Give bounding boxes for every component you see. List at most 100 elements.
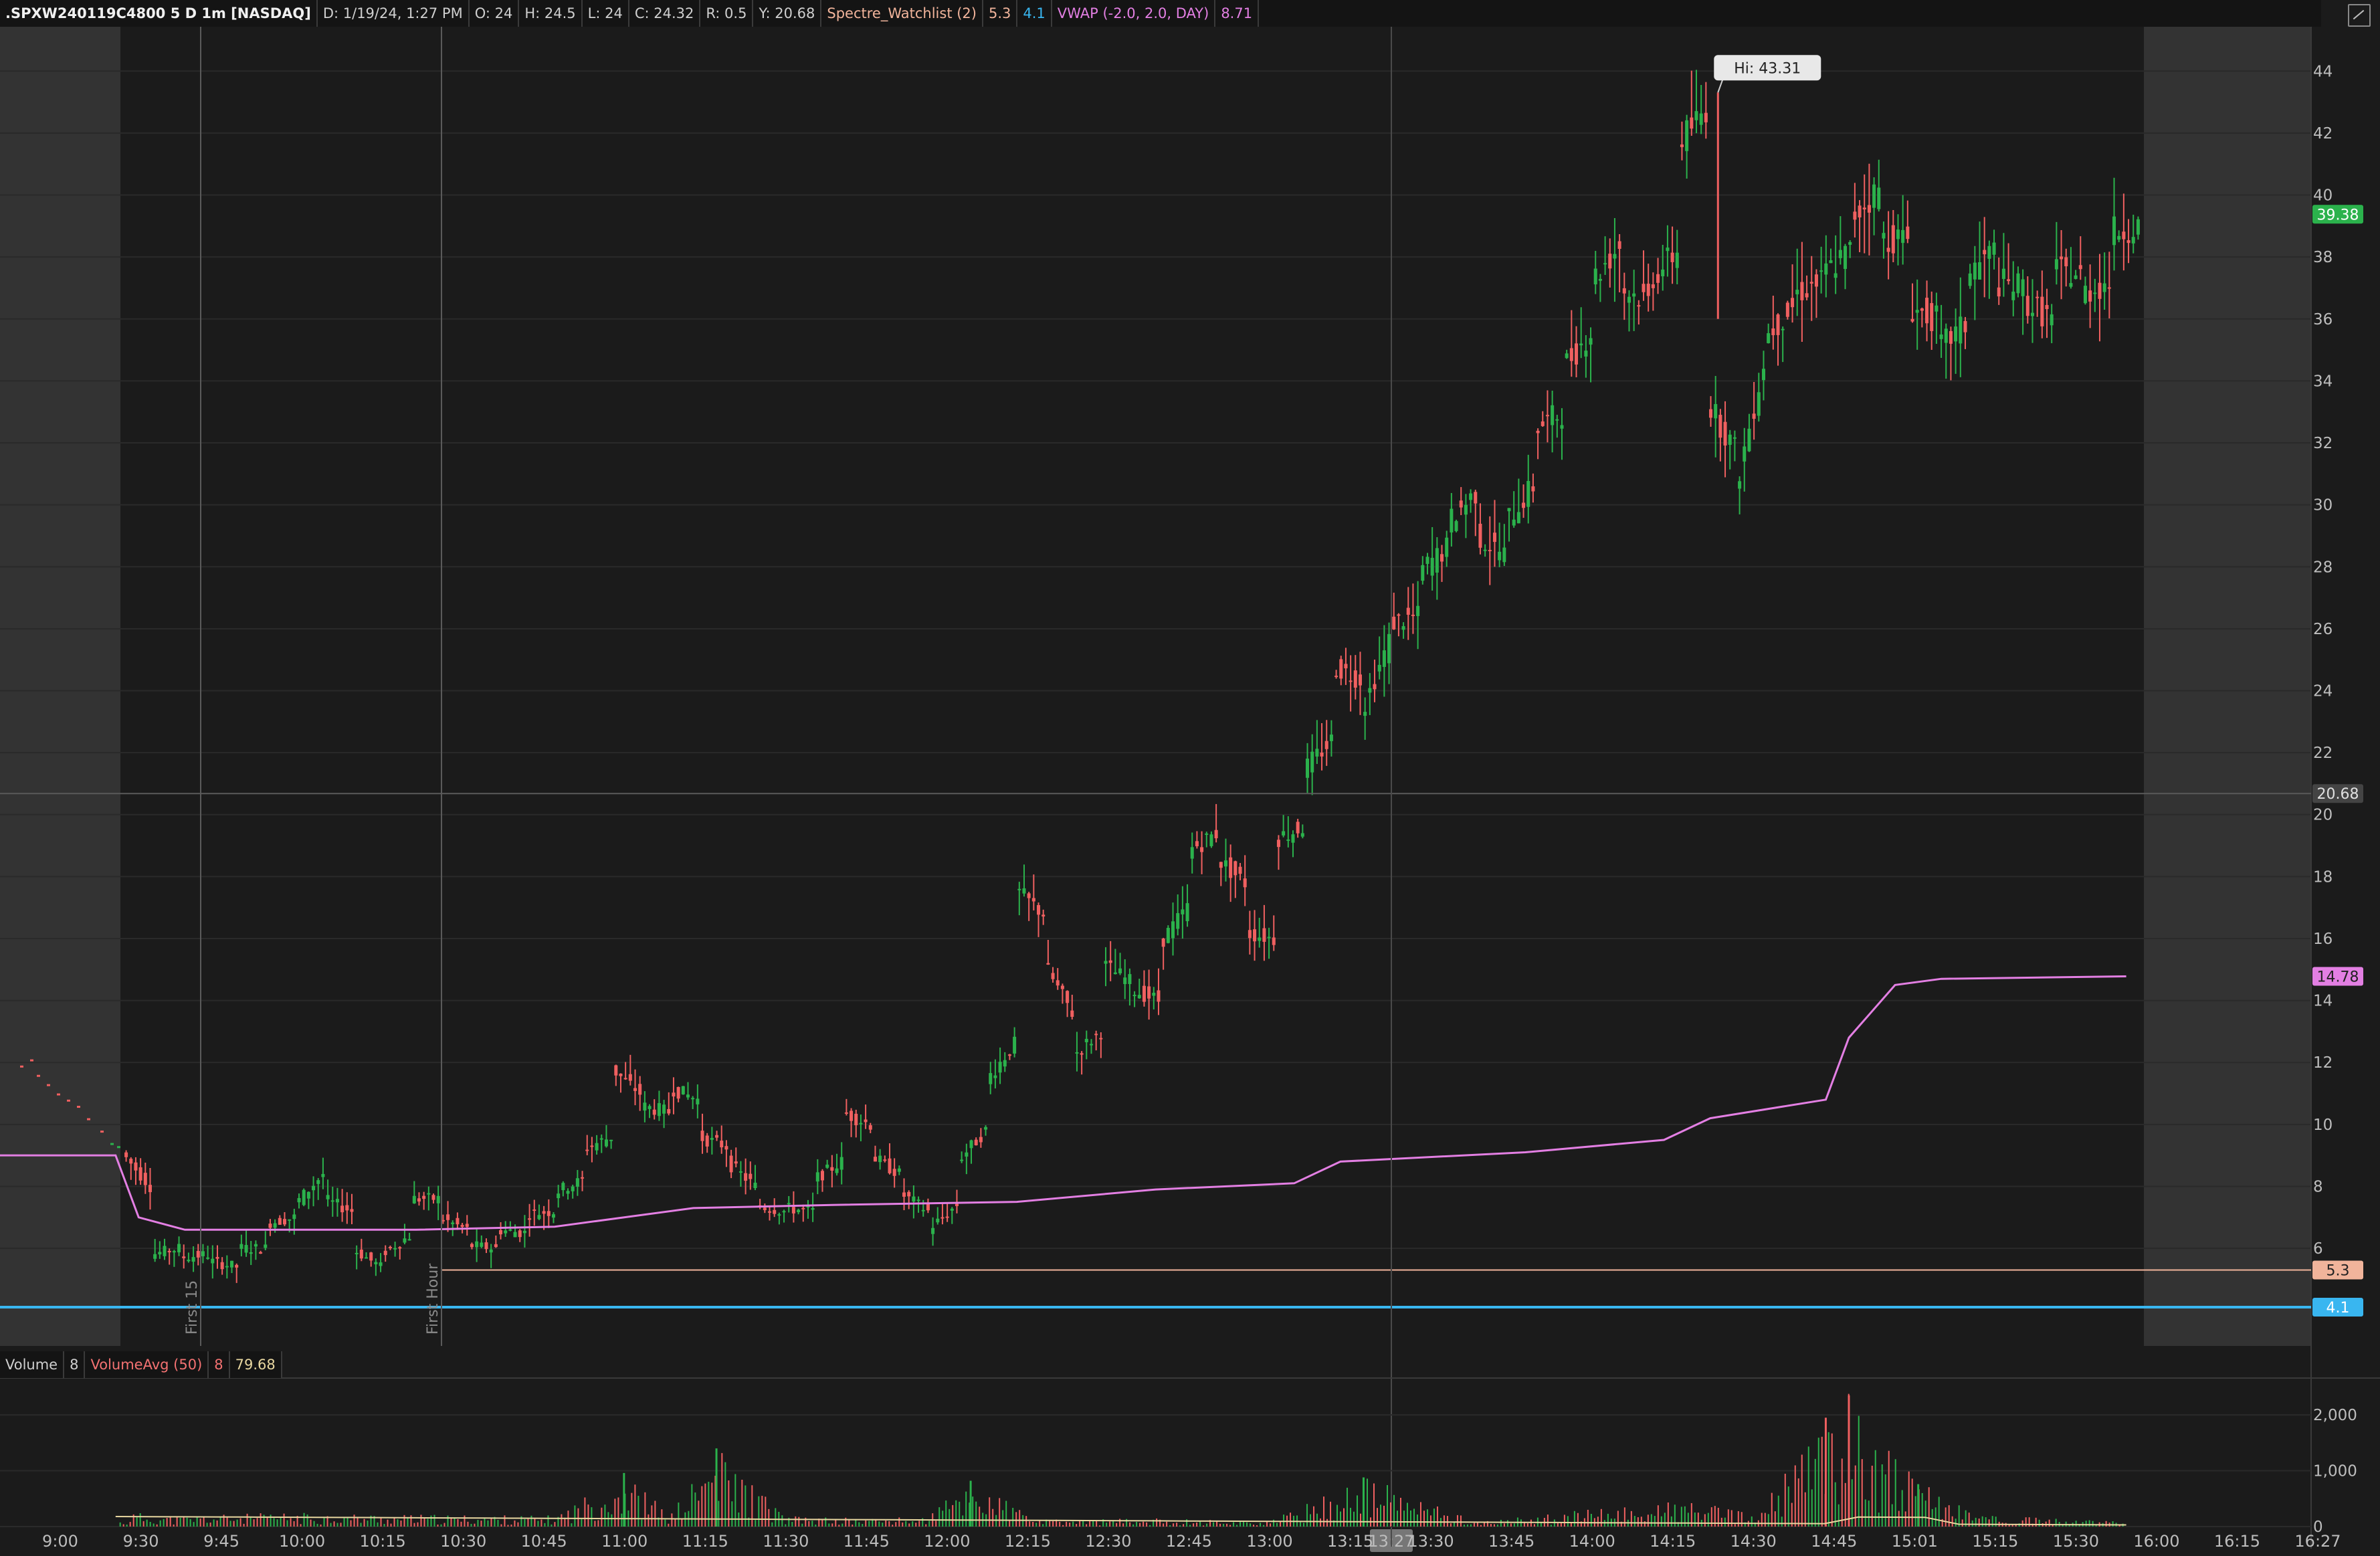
candle-body bbox=[1579, 343, 1583, 346]
candle-body bbox=[1690, 117, 1694, 129]
candle-body bbox=[1282, 831, 1286, 836]
y-tick-label: 10 bbox=[2313, 1116, 2333, 1134]
candle-body bbox=[657, 1103, 661, 1116]
candle-body bbox=[1152, 993, 1156, 996]
cursor-price-badge: 20.68 bbox=[2317, 786, 2359, 803]
candle-body bbox=[1118, 968, 1122, 973]
candle-body bbox=[446, 1214, 450, 1220]
candle-body bbox=[648, 1106, 652, 1109]
candle-body bbox=[2112, 216, 2116, 246]
candle-body bbox=[1507, 508, 1511, 512]
y-tick-label: 6 bbox=[2313, 1240, 2323, 1258]
candle-body bbox=[1714, 404, 1718, 419]
candle-body bbox=[1824, 263, 1828, 275]
volume-avg-study[interactable]: VolumeAvg (50) bbox=[85, 1351, 209, 1378]
candle-body bbox=[2045, 304, 2049, 310]
candle-body bbox=[1349, 680, 1353, 682]
candle-body bbox=[494, 1244, 498, 1248]
chart-header: .SPXW240119C4800 5 D 1m [NASDAQ] D: 1/19… bbox=[0, 0, 2321, 27]
vwap-price-badge: 14.78 bbox=[2317, 969, 2359, 985]
candle-body bbox=[456, 1218, 460, 1225]
candle-body bbox=[1329, 735, 1333, 741]
symbol-label[interactable]: .SPXW240119C4800 5 D 1m [NASDAQ] bbox=[0, 0, 318, 27]
candle-body bbox=[868, 1125, 872, 1130]
candle-body bbox=[1387, 634, 1391, 664]
candle-body bbox=[1833, 273, 1838, 278]
candle-body bbox=[1680, 144, 1684, 147]
candle-body bbox=[1925, 298, 1929, 324]
candle-body bbox=[815, 1172, 819, 1182]
x-tick-label: 14:00 bbox=[1569, 1532, 1615, 1551]
candle-body bbox=[1743, 446, 1747, 462]
candle-body bbox=[1930, 303, 1934, 331]
premarket-tick bbox=[37, 1074, 40, 1077]
candle-body bbox=[916, 1199, 920, 1201]
x-tick-label: 15:01 bbox=[1892, 1532, 1938, 1551]
candle-body bbox=[676, 1086, 680, 1099]
candle-body bbox=[1373, 684, 1377, 690]
candle-body bbox=[599, 1138, 603, 1140]
candle-body bbox=[1603, 263, 1607, 265]
candle-body bbox=[672, 1092, 676, 1097]
drawing-tool-icon[interactable] bbox=[2348, 4, 2371, 27]
candle-body bbox=[623, 1078, 627, 1080]
candle-body bbox=[1526, 480, 1530, 507]
candle-body bbox=[1358, 674, 1362, 686]
candle-body bbox=[734, 1161, 738, 1164]
candle-body bbox=[1406, 607, 1410, 615]
candle-body bbox=[2122, 231, 2126, 239]
candle-body bbox=[321, 1173, 325, 1177]
x-tick-label: 10:15 bbox=[360, 1532, 406, 1551]
premarket-tick bbox=[67, 1099, 70, 1102]
candle-body bbox=[1166, 927, 1170, 943]
candle-body bbox=[551, 1214, 555, 1218]
vwap-value: 8.71 bbox=[1215, 0, 1260, 27]
y-tick-label: 32 bbox=[2313, 435, 2333, 452]
candle-body bbox=[254, 1244, 258, 1247]
y-tick-label: 12 bbox=[2313, 1054, 2333, 1072]
volume-tick-label: 2,000 bbox=[2313, 1407, 2357, 1424]
y-tick-label: 44 bbox=[2313, 63, 2333, 80]
candle-body bbox=[182, 1256, 186, 1258]
candle-body bbox=[2136, 219, 2140, 235]
x-tick-label: 11:00 bbox=[601, 1532, 648, 1551]
candle-body bbox=[1551, 405, 1555, 425]
candle-body bbox=[1502, 547, 1506, 563]
watchlist-study[interactable]: Spectre_Watchlist (2) bbox=[821, 0, 983, 27]
candle-body bbox=[2030, 312, 2034, 316]
candle-body bbox=[268, 1224, 272, 1228]
candle-body bbox=[1795, 290, 1799, 294]
candle-body bbox=[1560, 425, 1564, 429]
candle-body bbox=[1031, 898, 1035, 902]
candle-body bbox=[532, 1209, 536, 1211]
candle-body bbox=[1516, 512, 1520, 524]
vwap-study[interactable]: VWAP (-2.0, 2.0, DAY) bbox=[1052, 0, 1216, 27]
vwap-line bbox=[0, 975, 2126, 1231]
candle-body bbox=[993, 1075, 997, 1078]
candle-body bbox=[306, 1191, 310, 1199]
candle-body bbox=[614, 1065, 618, 1076]
candle-body bbox=[710, 1138, 714, 1140]
candle-body bbox=[350, 1209, 354, 1212]
candle-body bbox=[1829, 260, 1833, 264]
x-tick-label: 12:00 bbox=[924, 1532, 970, 1551]
y-tick-label: 40 bbox=[2313, 187, 2333, 205]
candle-body bbox=[355, 1252, 359, 1254]
candle-body bbox=[989, 1073, 993, 1084]
candle-body bbox=[504, 1230, 508, 1234]
candle-body bbox=[1877, 187, 1881, 209]
y-tick-label: 22 bbox=[2313, 745, 2333, 762]
candle-body bbox=[998, 1062, 1002, 1073]
candle-body bbox=[652, 1109, 656, 1115]
candle-body bbox=[1997, 287, 2001, 297]
candle-body bbox=[1944, 328, 1948, 343]
candle-body bbox=[1819, 270, 1823, 272]
candle-body bbox=[1022, 888, 1026, 894]
volume-value: 8 bbox=[64, 1351, 86, 1378]
candle-body bbox=[480, 1242, 484, 1247]
candle-body bbox=[220, 1262, 224, 1270]
volume-label[interactable]: Volume bbox=[0, 1351, 65, 1378]
candle-body bbox=[873, 1157, 877, 1162]
candle-body bbox=[2083, 286, 2087, 304]
